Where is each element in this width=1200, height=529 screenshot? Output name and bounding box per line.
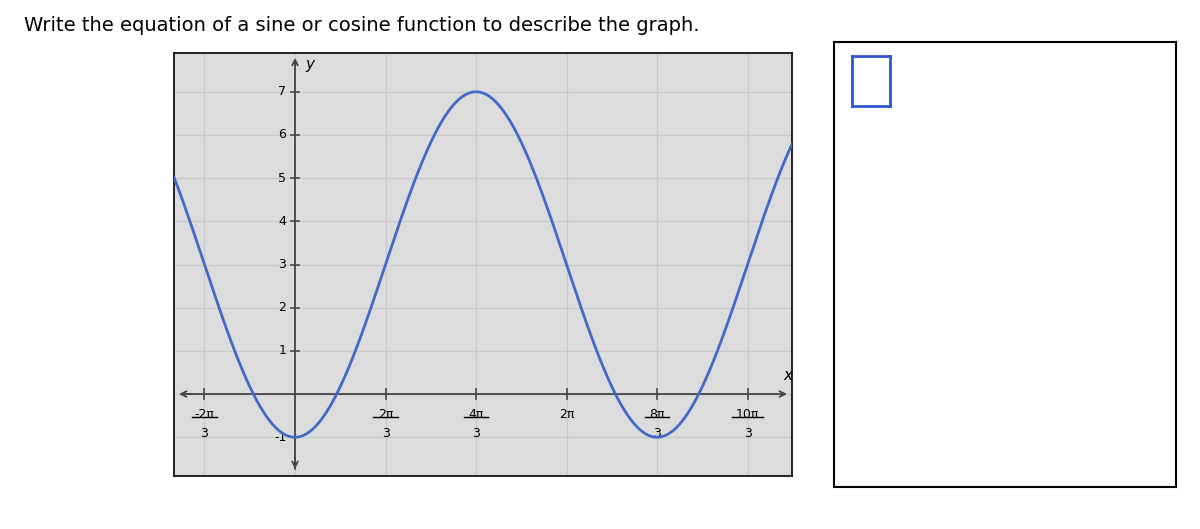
Text: 8π: 8π (649, 408, 665, 421)
Text: 10π: 10π (736, 408, 760, 421)
Text: 2π: 2π (378, 408, 394, 421)
Text: 3: 3 (472, 427, 480, 440)
Text: 3: 3 (382, 427, 390, 440)
Text: 3: 3 (278, 258, 287, 271)
Text: y: y (306, 57, 314, 72)
Text: Write the equation of a sine or cosine function to describe the graph.: Write the equation of a sine or cosine f… (24, 16, 700, 35)
Text: 3: 3 (653, 427, 661, 440)
Text: 3: 3 (744, 427, 751, 440)
Text: x: x (784, 368, 792, 383)
Text: 4π: 4π (468, 408, 484, 421)
Text: -2π: -2π (194, 408, 215, 421)
Text: 2: 2 (278, 301, 287, 314)
Text: -1: -1 (274, 431, 287, 444)
Text: 3: 3 (200, 427, 209, 440)
Text: 7: 7 (278, 85, 287, 98)
Text: 2π: 2π (559, 408, 575, 421)
Text: 6: 6 (278, 129, 287, 141)
Text: 5: 5 (278, 171, 287, 185)
Text: 1: 1 (278, 344, 287, 358)
Text: 4: 4 (278, 215, 287, 228)
